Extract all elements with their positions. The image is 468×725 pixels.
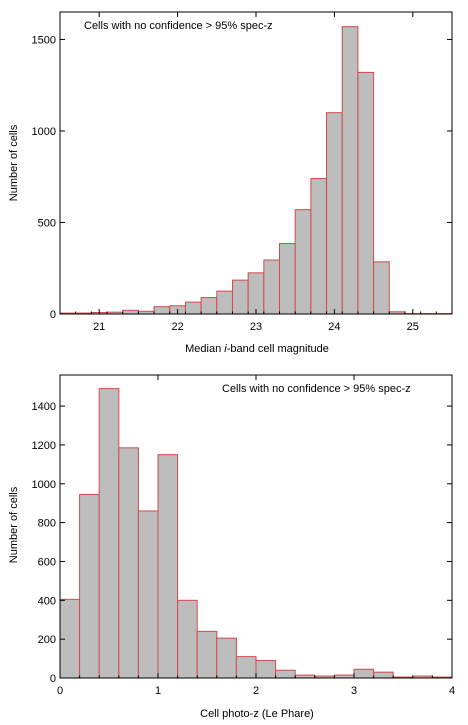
bar-top-4	[122, 309, 139, 315]
x-axis-title-top-part2: i	[224, 343, 227, 355]
x-tick-label-bottom-0: 0	[57, 685, 63, 697]
y-tick-label-bottom-3: 600	[38, 556, 56, 568]
y-tick-label-bottom-5: 1000	[32, 479, 56, 491]
bar-top-20	[373, 261, 390, 315]
bar-top-13	[263, 259, 281, 315]
x-axis-title-bottom: Cell photo-z (Le Phare)	[200, 708, 314, 720]
bars-bottom	[59, 388, 453, 679]
bar-bottom-7	[196, 630, 218, 679]
x-axis-title-top-part3: -band cell magnitude	[227, 343, 329, 355]
bar-top-9	[200, 297, 218, 315]
bar-top-17	[326, 112, 343, 315]
bar-top-15	[294, 209, 312, 315]
y-tick-label-bottom-1: 200	[38, 634, 56, 646]
x-tick-label-bottom-4: 4	[449, 685, 455, 697]
y-tick-label-bottom-2: 400	[38, 595, 56, 607]
bar-top-14	[279, 243, 296, 315]
x-axis-title-top: Median i-band cell magnitude	[185, 343, 329, 355]
bar-bottom-15	[353, 668, 375, 679]
y-tick-label-bottom-7: 1400	[32, 401, 56, 413]
x-tick-label-top-4: 25	[407, 321, 419, 333]
bar-bottom-11	[275, 669, 296, 679]
y-tick-label-bottom-0: 0	[50, 673, 56, 685]
bar-bottom-8	[216, 637, 237, 679]
bars-top	[59, 26, 453, 315]
bar-bottom-3	[118, 447, 139, 679]
y-tick-label-top-2: 1000	[32, 126, 56, 138]
y-tick-label-bottom-4: 800	[38, 518, 56, 530]
annotation-bottom: Cells with no confidence > 95% spec-z	[222, 383, 411, 395]
y-tick-label-top-1: 500	[38, 217, 56, 229]
bar-top-10	[216, 290, 233, 315]
bar-bottom-4	[137, 510, 159, 679]
bar-top-19	[357, 71, 375, 315]
x-tick-label-top-1: 22	[171, 321, 183, 333]
x-tick-label-bottom-1: 1	[155, 685, 161, 697]
bar-top-18	[341, 26, 359, 315]
x-tick-label-top-3: 24	[328, 321, 340, 333]
bar-top-8	[184, 301, 202, 315]
y-tick-label-top-0: 0	[50, 309, 56, 321]
y-tick-label-top-3: 1500	[32, 34, 56, 46]
y-axis-title-top: Number of cells	[8, 124, 20, 201]
y-tick-label-bottom-6: 1200	[32, 440, 56, 452]
x-tick-label-top-0: 21	[93, 321, 105, 333]
bar-bottom-6	[177, 599, 198, 679]
x-tick-label-bottom-2: 2	[253, 685, 259, 697]
chart-bottom: 0 1 2 3 4 0 200 400 600 800 1000 1200 1400 Cells wit…	[8, 374, 455, 720]
x-tick-label-top-2: 23	[250, 321, 262, 333]
chart-top: 21 22 23 24 25 0 500 1000 1500 Cells with no con…	[8, 11, 453, 355]
bar-top-6	[153, 306, 171, 315]
bar-bottom-16	[373, 671, 394, 679]
bar-bottom-5	[157, 454, 179, 679]
bar-bottom-9	[235, 656, 257, 679]
x-tick-label-bottom-3: 3	[351, 685, 357, 697]
bar-top-12	[247, 272, 265, 315]
annotation-top: Cells with no confidence > 95% spec-z	[84, 20, 273, 32]
bar-top-16	[310, 178, 328, 315]
bar-bottom-2	[98, 388, 120, 679]
bar-bottom-10	[255, 660, 277, 679]
bar-top-11	[231, 279, 249, 315]
x-axis-title-top-part1: Median	[185, 343, 224, 355]
axes-top: 21 22 23 24 25 0 500 1000 1500	[32, 11, 453, 333]
axes-bottom: 0 1 2 3 4 0 200 400 600 800 1000 1200 1400	[32, 374, 455, 697]
plot-frame-top	[59, 11, 453, 315]
bar-bottom-1	[79, 493, 100, 679]
y-axis-title-bottom: Number of cells	[8, 486, 20, 563]
